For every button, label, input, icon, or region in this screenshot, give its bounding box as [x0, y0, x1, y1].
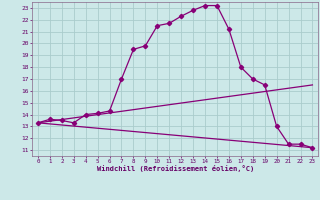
X-axis label: Windchill (Refroidissement éolien,°C): Windchill (Refroidissement éolien,°C) — [97, 165, 254, 172]
